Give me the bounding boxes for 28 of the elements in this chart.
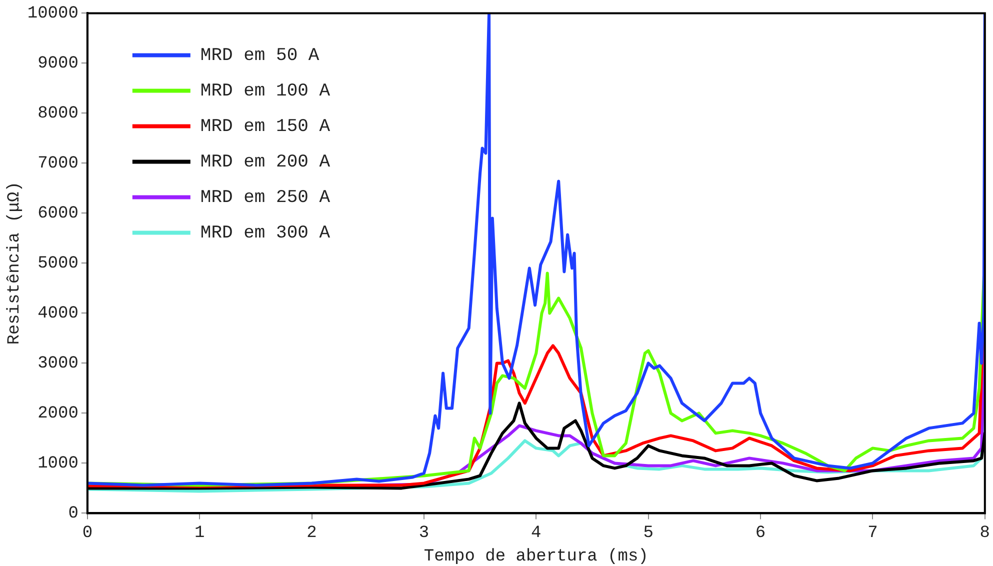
y-tick-label: 6000	[38, 204, 78, 224]
y-tick-label: 5000	[38, 254, 78, 274]
y-tick-label: 10000	[27, 4, 78, 24]
legend-label: MRD em 150 A	[200, 116, 330, 137]
x-tick-label: 5	[643, 524, 654, 543]
legend-label: MRD em 300 A	[200, 223, 330, 244]
y-tick-label: 1000	[38, 454, 78, 474]
x-tick-label: 4	[531, 524, 542, 543]
legend-label: MRD em 100 A	[200, 81, 330, 102]
legend-label: MRD em 200 A	[200, 152, 330, 172]
x-tick-label: 8	[980, 524, 990, 543]
x-axis-title: Tempo de abertura (ms)	[424, 547, 648, 566]
x-tick-label: 7	[868, 524, 878, 543]
y-tick-label: 2000	[38, 404, 78, 424]
x-tick-label: 2	[306, 524, 317, 543]
y-tick-label: 0	[68, 504, 78, 524]
y-axis-title: Resistência (μΩ)	[6, 182, 25, 345]
y-tick-label: 3000	[38, 354, 78, 374]
y-tick-label: 9000	[38, 54, 78, 74]
legend-label: MRD em 250 A	[200, 188, 330, 208]
x-tick-label: 0	[82, 524, 93, 543]
legend-label: MRD em 50 A	[200, 46, 320, 66]
y-tick-label: 7000	[38, 154, 78, 174]
x-tick-label: 6	[755, 524, 766, 543]
y-tick-label: 8000	[38, 104, 78, 124]
y-tick-label: 4000	[38, 304, 78, 324]
x-tick-label: 3	[418, 524, 430, 543]
x-tick-label: 1	[194, 524, 205, 543]
